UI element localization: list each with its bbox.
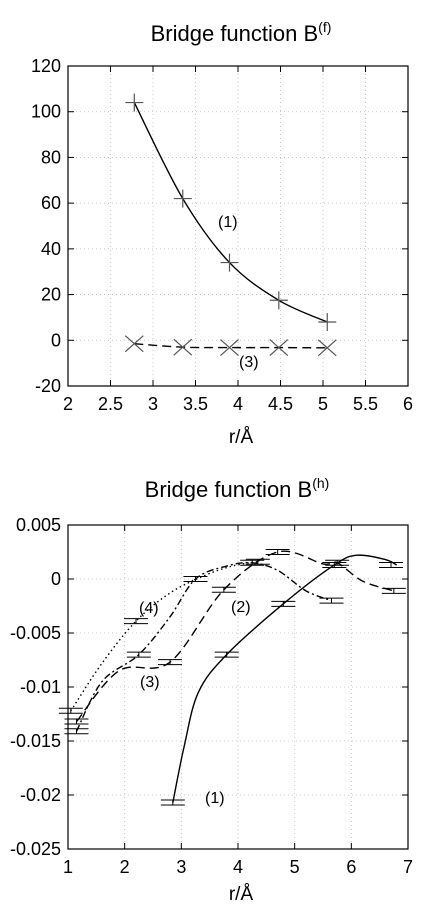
- y-tick-label: 40: [41, 239, 61, 259]
- error-bar-h-3: [319, 597, 344, 604]
- series-line-f-1: [133, 102, 328, 323]
- chart-title-h: Bridge function B(h): [145, 475, 330, 502]
- error-bar-h-1: [379, 561, 403, 568]
- plot-frame-f: [67, 65, 409, 387]
- x-tick-label: 6: [403, 394, 413, 414]
- x-tick-label: 4.5: [268, 394, 293, 414]
- x-tick-label: 6: [346, 857, 356, 877]
- x-tick-label: 4: [233, 394, 243, 414]
- data-point-f-1: [173, 189, 192, 208]
- y-tick-label: -0.015: [10, 731, 61, 751]
- error-bar-h-1: [160, 799, 185, 806]
- error-bar-h-1: [271, 600, 296, 607]
- curve-label-h-1: (1): [205, 790, 225, 807]
- x-tick-label: 3: [176, 857, 186, 877]
- x-tick-label: 2: [63, 394, 73, 414]
- data-point-f-1: [125, 93, 144, 112]
- data-point-f-2: [220, 339, 239, 357]
- y-tick-label: -20: [35, 376, 61, 396]
- chart-title-f: Bridge function B(f): [151, 19, 332, 46]
- y-tick-label: 60: [41, 193, 61, 213]
- error-bar-h-3: [126, 651, 151, 658]
- y-tick-label: 20: [41, 285, 61, 305]
- y-tick-label: 120: [31, 56, 61, 76]
- curve-label-h-2: (2): [231, 599, 251, 616]
- x-tick-label: 4: [233, 857, 243, 877]
- x-tick-label: 3: [148, 394, 158, 414]
- series-line-f-2: [134, 343, 328, 349]
- y-tick-label: -0.02: [20, 785, 61, 805]
- y-tick-label: 0: [51, 330, 61, 350]
- y-tick-label: 0.005: [16, 515, 61, 535]
- data-point-f-2: [317, 339, 337, 357]
- data-point-f-2: [124, 335, 144, 353]
- curve-label-h-3: (3): [140, 674, 160, 691]
- ticks-f: 2 2.5 3 3.5 4 4.5 5 5.5 6 -20 0 20 40 60 80 100 120: [31, 56, 413, 414]
- x-axis-label-h: r/Å: [229, 884, 254, 905]
- ticks-h: 1 2 3 4 5 6 7 0.005 0 -0.005 -0.01 -0.015 -0.02 -0.02…: [10, 515, 413, 877]
- error-bar-h-4: [124, 618, 148, 625]
- error-bar-h-2: [211, 586, 236, 593]
- y-tick-label: 0: [51, 569, 61, 589]
- x-tick-label: 5.5: [353, 394, 378, 414]
- x-tick-label: 5: [290, 857, 300, 877]
- x-tick-label: 2: [120, 857, 130, 877]
- y-tick-label: 80: [41, 147, 61, 167]
- x-tick-label: 2.5: [98, 394, 123, 414]
- grid-f: [67, 65, 409, 387]
- data-point-f-1: [318, 313, 337, 331]
- y-tick-label: 100: [31, 102, 61, 122]
- data-point-f-2: [173, 338, 193, 356]
- y-tick-label: -0.01: [20, 677, 61, 697]
- series-line-h-3: [75, 561, 332, 732]
- x-axis-label-f: r/Å: [229, 427, 254, 448]
- error-bar-h-2: [265, 549, 290, 555]
- plot-frame-h: [67, 524, 409, 850]
- curve-label-h-4: (4): [139, 600, 159, 617]
- data-point-f-2: [269, 339, 289, 357]
- error-bar-h-2: [325, 559, 350, 566]
- x-tick-label: 1: [63, 857, 73, 877]
- curve-label-f-1: (1): [218, 214, 238, 231]
- chart-panel-h: Bridge function B(h) 1 2 3 4 5 6 7 0.005 0 -0.005…: [10, 475, 413, 905]
- y-tick-label: -0.025: [10, 839, 61, 859]
- x-tick-label: 3.5: [183, 394, 208, 414]
- series-line-h-2: [75, 550, 395, 723]
- x-tick-label: 7: [403, 857, 413, 877]
- curve-label-f-3: (3): [239, 354, 259, 371]
- chart-panel-f: Bridge function B(f) 2 2.5 3 3.5 4 4.5 5 5.5 6 -2…: [31, 19, 413, 448]
- series-h: [58, 549, 406, 806]
- series-f: [124, 93, 337, 357]
- error-bar-h-1: [214, 651, 239, 658]
- y-tick-label: -0.005: [10, 623, 61, 643]
- data-point-f-1: [269, 291, 288, 310]
- error-bar-h-2: [381, 587, 406, 594]
- error-bar-h-2: [158, 659, 182, 666]
- error-bar-h-4: [58, 707, 83, 714]
- error-bar-h-4: [245, 558, 270, 565]
- series-line-h-1: [172, 554, 398, 803]
- error-bar-h-3: [183, 576, 208, 582]
- grid-h: [67, 524, 409, 850]
- data-point-f-1: [220, 253, 239, 272]
- x-tick-label: 5: [318, 394, 328, 414]
